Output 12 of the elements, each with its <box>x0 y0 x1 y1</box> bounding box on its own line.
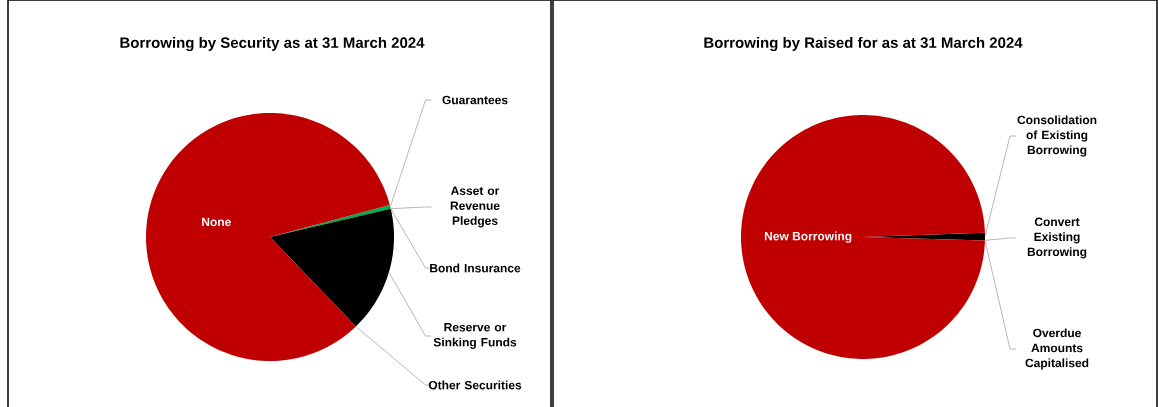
chart-title: Borrowing by Raised for as at 31 March 2024 <box>704 36 1023 52</box>
legend-label: Asset or Revenue Pledges <box>450 186 500 228</box>
category-label: Other Securities <box>428 380 522 390</box>
slice-label: Reserve or Sinking Funds <box>433 323 517 349</box>
category-label: Overdue Amounts Capitalised <box>1025 328 1089 370</box>
category-label: Convert Existing Borrowing <box>1027 217 1087 259</box>
chart-title: Borrowing by Security as at 31 March 2024 <box>120 36 425 52</box>
slice-label: Consolidation of Existing Borrowing <box>1017 115 1097 157</box>
slice-label: Guarantees <box>442 95 508 105</box>
slice-label: New Borrowing <box>764 231 852 243</box>
slice-label: None <box>202 217 231 227</box>
category-label: Bond Insurance <box>430 263 521 273</box>
